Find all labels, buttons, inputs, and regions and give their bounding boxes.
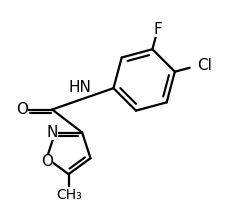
Text: HN: HN	[68, 80, 91, 95]
Text: F: F	[154, 22, 162, 37]
Text: O: O	[41, 154, 53, 169]
Text: CH₃: CH₃	[56, 188, 81, 202]
Text: N: N	[46, 125, 58, 140]
Text: Cl: Cl	[197, 58, 212, 73]
Text: O: O	[16, 102, 28, 117]
